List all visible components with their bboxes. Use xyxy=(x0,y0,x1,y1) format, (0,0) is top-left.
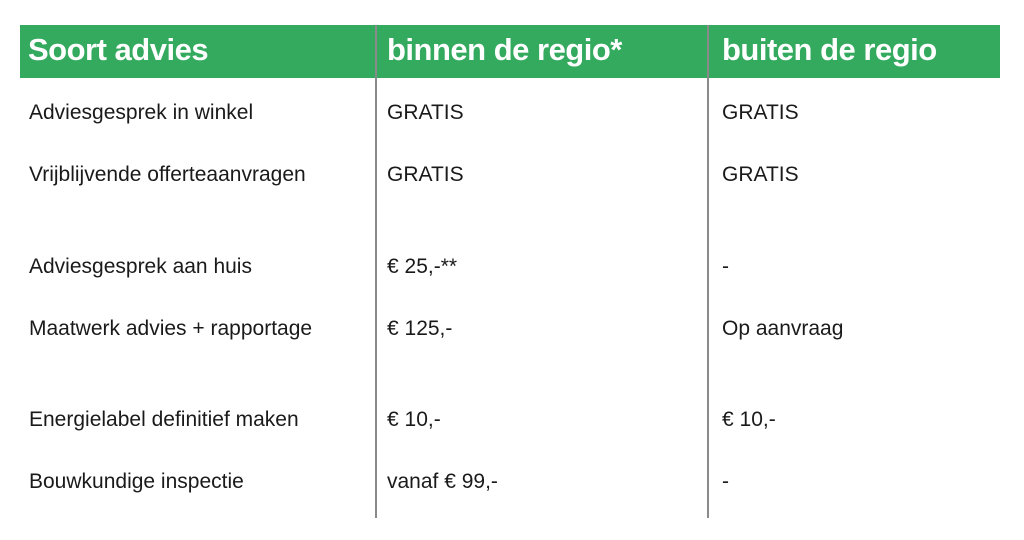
table-cell: Adviesgesprek aan huis xyxy=(29,255,252,278)
column-divider xyxy=(375,25,377,518)
table-cell: € 25,-** xyxy=(387,255,458,278)
table-header: Soort advies binnen de regio* buiten de … xyxy=(20,25,1000,78)
table-cell: Maatwerk advies + rapportage xyxy=(29,317,313,340)
table-cell: Adviesgesprek in winkel xyxy=(29,101,254,124)
table-cell: Bouwkundige inspectie xyxy=(29,470,244,493)
table-cell: Energielabel definitief maken xyxy=(29,408,299,431)
table-cell: GRATIS xyxy=(387,163,464,186)
table-cell: - xyxy=(722,470,729,493)
table-cell: GRATIS xyxy=(387,101,464,124)
table-cell: € 10,- xyxy=(722,408,776,431)
header-binnen-regio: binnen de regio* xyxy=(387,32,622,67)
table-cell: vanaf € 99,- xyxy=(387,470,498,493)
table-cell: - xyxy=(722,255,729,278)
table-cell: € 10,- xyxy=(387,408,441,431)
table-cell: € 125,- xyxy=(387,317,453,340)
table-cell: GRATIS xyxy=(722,101,799,124)
column-divider xyxy=(707,25,709,518)
table-cell: GRATIS xyxy=(722,163,799,186)
table-cell: Vrijblijvende offerteaanvragen xyxy=(29,163,306,186)
header-soort-advies: Soort advies xyxy=(28,32,209,67)
table-cell: Op aanvraag xyxy=(722,317,844,340)
header-buiten-regio: buiten de regio xyxy=(722,32,937,67)
